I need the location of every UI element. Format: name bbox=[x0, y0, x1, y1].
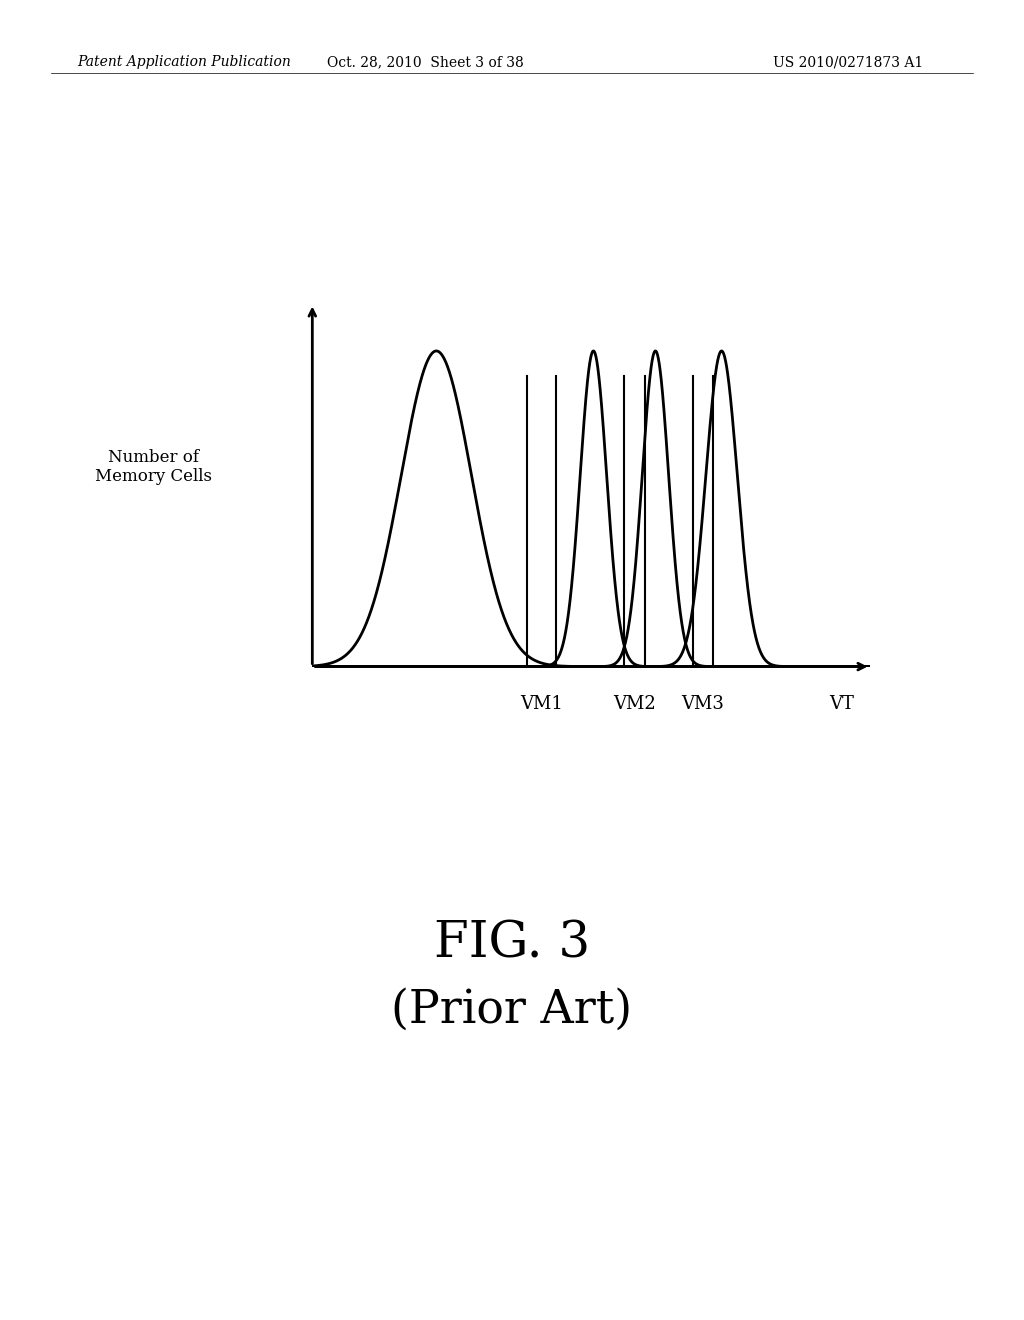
Text: VT: VT bbox=[829, 696, 854, 713]
Text: VM3: VM3 bbox=[682, 696, 724, 713]
Text: VM1: VM1 bbox=[520, 696, 563, 713]
Text: VM2: VM2 bbox=[613, 696, 656, 713]
Text: FIG. 3: FIG. 3 bbox=[434, 919, 590, 969]
Text: US 2010/0271873 A1: US 2010/0271873 A1 bbox=[773, 55, 924, 70]
Text: Oct. 28, 2010  Sheet 3 of 38: Oct. 28, 2010 Sheet 3 of 38 bbox=[327, 55, 523, 70]
Text: (Prior Art): (Prior Art) bbox=[391, 987, 633, 1032]
Text: Number of
Memory Cells: Number of Memory Cells bbox=[95, 449, 212, 486]
Text: Patent Application Publication: Patent Application Publication bbox=[77, 55, 291, 70]
